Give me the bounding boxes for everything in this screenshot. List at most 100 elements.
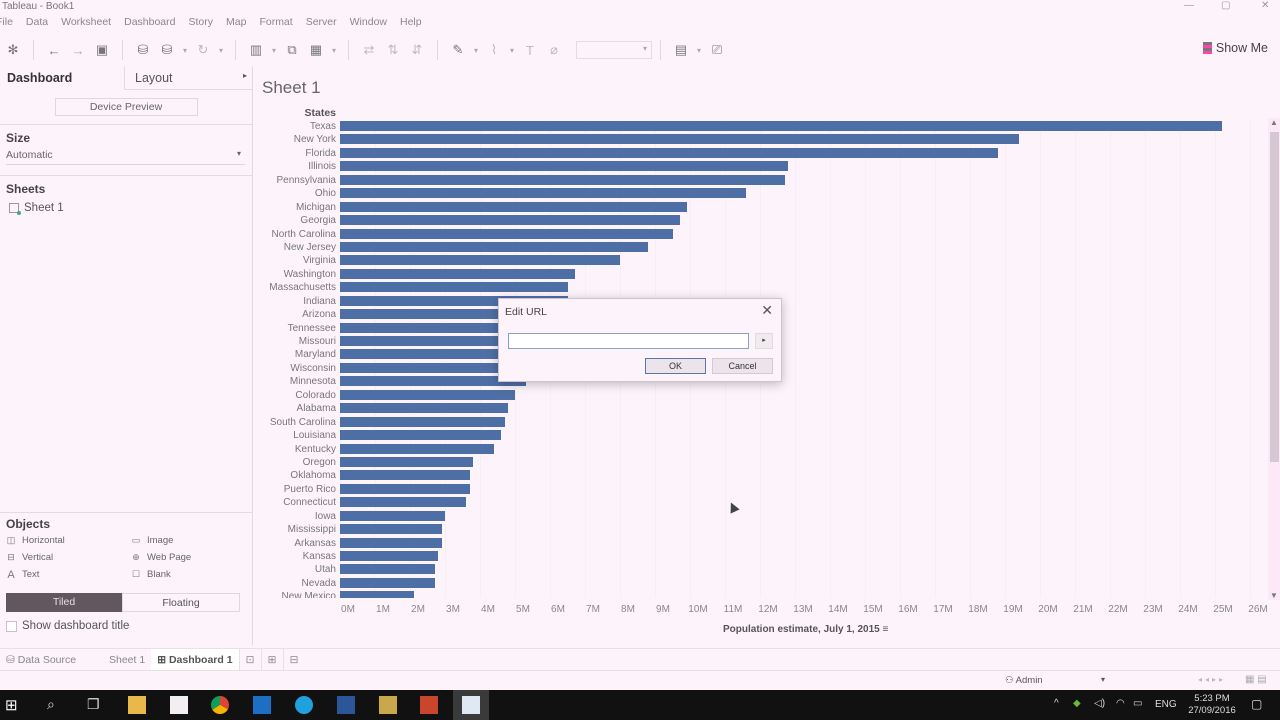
object-horizontal[interactable]: ◫ Horizontal — [6, 535, 65, 546]
chart-row[interactable]: Arkansas — [254, 537, 1264, 550]
dropdown-icon[interactable]: ▾ — [271, 45, 276, 55]
duplicate-sheet-button[interactable]: ⧉ — [287, 42, 297, 57]
chart-row[interactable]: Louisiana — [254, 429, 1264, 442]
action-center-icon[interactable]: ▢ — [1251, 697, 1263, 711]
row-header-states[interactable]: States — [304, 107, 336, 119]
maximize-button[interactable]: ▢ — [1221, 0, 1231, 11]
menu-data[interactable]: Data — [25, 16, 49, 28]
population-bar[interactable] — [340, 121, 1222, 131]
population-bar[interactable] — [340, 577, 435, 588]
dropdown-icon[interactable]: ▾ — [696, 45, 701, 55]
state-label[interactable]: Mississippi — [287, 524, 336, 536]
group-button[interactable]: ⌇ — [490, 42, 498, 57]
dropdown-icon[interactable]: ▾ — [509, 45, 514, 55]
tab-sheet-1[interactable]: Sheet 1 — [109, 654, 146, 666]
state-label[interactable]: Arkansas — [294, 537, 336, 549]
undo-button[interactable]: ← — [47, 42, 61, 58]
tab-data-source[interactable]: ⛁ Data Source — [6, 654, 77, 666]
tray-expand-icon[interactable]: ^ — [1054, 698, 1059, 709]
scrollbar-thumb[interactable] — [1270, 132, 1279, 462]
state-label[interactable]: Wisconsin — [290, 362, 336, 374]
population-bar[interactable] — [340, 188, 746, 199]
state-label[interactable]: Minnesota — [289, 376, 336, 388]
population-bar[interactable] — [340, 524, 442, 535]
state-label[interactable]: Oregon — [302, 456, 336, 468]
population-bar[interactable] — [340, 174, 785, 185]
chart-row[interactable]: New York — [254, 133, 1264, 146]
cancel-button[interactable]: Cancel — [712, 358, 773, 374]
population-bar[interactable] — [340, 537, 442, 548]
state-label[interactable]: Missouri — [298, 336, 336, 347]
tab-dashboard-1[interactable]: ⊞ Dashboard 1 — [151, 649, 239, 670]
state-label[interactable]: Iowa — [314, 510, 336, 522]
redo-button[interactable]: → — [71, 42, 85, 58]
population-bar[interactable] — [340, 416, 505, 427]
new-worksheet-tab-button[interactable]: ⊡ — [238, 649, 261, 670]
tab-layout[interactable]: Layout — [124, 66, 252, 90]
chart-row[interactable]: Alabama — [254, 402, 1264, 415]
new-dashboard-tab-button[interactable]: ⊞ — [260, 649, 283, 670]
state-label[interactable]: Georgia — [300, 215, 336, 227]
x-axis-title[interactable]: Population estimate, July 1, 2015 ≡ — [723, 624, 889, 635]
chart-row[interactable]: Florida — [254, 147, 1264, 160]
chart-row[interactable]: Ohio — [254, 187, 1264, 200]
population-bar[interactable] — [340, 309, 564, 320]
state-label[interactable]: Puerto Rico — [283, 483, 336, 495]
sort-descending-button[interactable]: ⇵ — [411, 42, 423, 57]
population-bar[interactable] — [340, 389, 515, 400]
chart-row[interactable]: Massachusetts — [254, 281, 1264, 294]
chart-row[interactable]: Nevada — [254, 577, 1264, 590]
object-vertical[interactable]: ⊟ Vertical — [7, 552, 54, 563]
chart-row[interactable]: Kansas — [254, 550, 1264, 563]
size-select[interactable]: Automatic — [6, 149, 245, 165]
dropdown-icon[interactable]: ▾ — [473, 45, 478, 55]
population-bar[interactable] — [340, 255, 620, 266]
minimize-button[interactable]: — — [1184, 0, 1194, 11]
sort-ascending-button[interactable]: ⇅ — [387, 42, 399, 57]
population-bar[interactable] — [340, 268, 575, 279]
insert-field-button[interactable]: ▸ — [755, 333, 773, 349]
dropdown-icon[interactable]: ▾ — [331, 45, 336, 55]
sheet-navigation-arrows[interactable]: ◂◂▸▸ — [1198, 675, 1227, 684]
chart-row[interactable]: New Jersey — [254, 241, 1264, 254]
state-label[interactable]: New York — [293, 134, 336, 146]
ok-button[interactable]: OK — [645, 358, 706, 374]
population-bar[interactable] — [340, 483, 470, 494]
refresh-button[interactable]: ↻ — [197, 42, 209, 57]
powerpoint-icon[interactable] — [420, 696, 438, 714]
menu-dashboard[interactable]: Dashboard — [124, 16, 176, 28]
menu-story[interactable]: Story — [188, 16, 213, 28]
population-bar[interactable] — [340, 497, 466, 508]
pause-updates-button[interactable]: ⛁ — [161, 42, 173, 57]
state-label[interactable]: North Carolina — [271, 228, 336, 240]
windows-start-icon[interactable]: ⊞ — [5, 697, 18, 714]
chart-row[interactable]: Oklahoma — [254, 469, 1264, 482]
chart-row[interactable]: Virginia — [254, 254, 1264, 267]
save-button[interactable]: ▣ — [95, 42, 109, 57]
state-label[interactable]: Louisiana — [293, 430, 336, 442]
x-axis[interactable]: 0M 1M 2M 3M 4M 5M 6M 7M 8M 9M 10M 11M 12M 13M 14M 15M 16… — [340, 604, 1268, 618]
state-label[interactable]: Maryland — [294, 349, 336, 361]
chart-row[interactable]: Puerto Rico — [254, 483, 1264, 496]
chart-row[interactable]: Missouri — [254, 335, 1264, 348]
state-label[interactable]: Kansas — [302, 551, 336, 562]
chart-row[interactable]: Illinois — [254, 160, 1264, 173]
bar-chart[interactable]: Texas New York Florida Illinois Pennsylvania… — [254, 120, 1264, 598]
fit-select[interactable] — [576, 41, 652, 59]
outlook-icon[interactable] — [253, 696, 271, 714]
population-bar[interactable] — [340, 403, 508, 414]
battery-icon[interactable]: ▭ — [1133, 698, 1143, 709]
chart-row[interactable]: Mississippi — [254, 523, 1264, 536]
chart-row[interactable]: Minnesota — [254, 375, 1264, 388]
tools-icon[interactable] — [379, 696, 397, 714]
dropdown-icon[interactable]: ▾ — [182, 45, 187, 55]
state-label[interactable]: Alabama — [296, 403, 336, 415]
population-bar[interactable] — [340, 551, 438, 561]
calculator-app-icon[interactable] — [170, 696, 188, 714]
sort-icon[interactable]: ≡ — [882, 624, 889, 635]
state-label[interactable]: Massachusetts — [269, 282, 336, 294]
state-label[interactable]: Oklahoma — [290, 470, 336, 482]
menu-window[interactable]: Window — [349, 16, 387, 28]
chart-row[interactable]: New Mexico — [254, 590, 1264, 598]
state-label[interactable]: Illinois — [308, 161, 336, 173]
